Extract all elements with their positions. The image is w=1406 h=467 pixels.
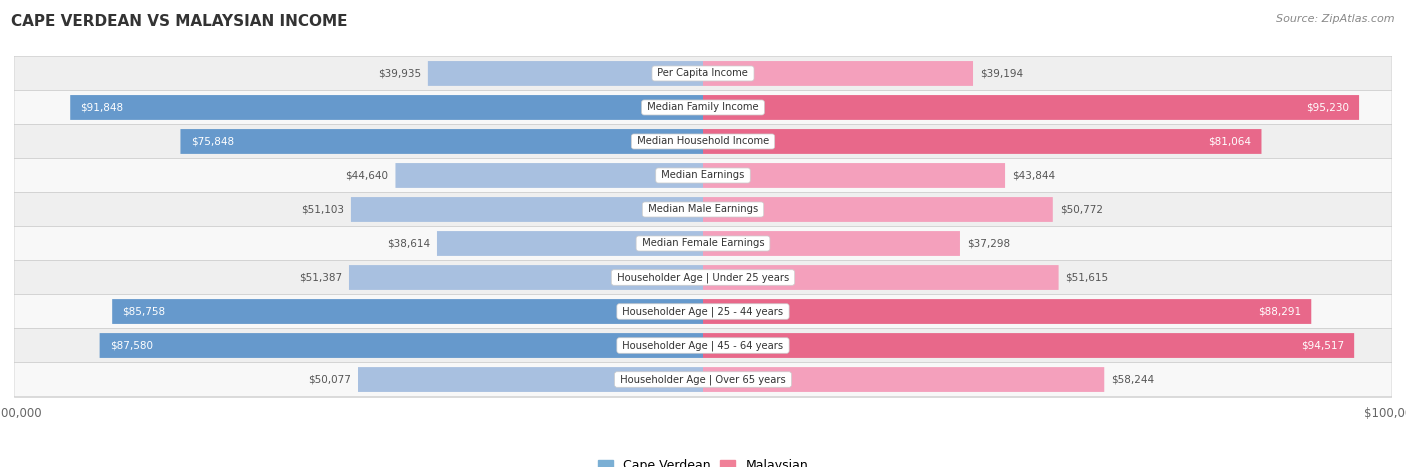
Text: Householder Age | 25 - 44 years: Householder Age | 25 - 44 years <box>620 306 786 317</box>
Text: $39,194: $39,194 <box>980 69 1024 78</box>
Text: Householder Age | Over 65 years: Householder Age | Over 65 years <box>617 374 789 385</box>
Text: $94,517: $94,517 <box>1301 340 1344 351</box>
Text: Source: ZipAtlas.com: Source: ZipAtlas.com <box>1277 14 1395 24</box>
Text: $43,844: $43,844 <box>1012 170 1054 180</box>
FancyBboxPatch shape <box>180 129 703 154</box>
FancyBboxPatch shape <box>703 95 1360 120</box>
Text: $88,291: $88,291 <box>1258 306 1301 317</box>
FancyBboxPatch shape <box>703 129 1261 154</box>
Text: $38,614: $38,614 <box>387 239 430 248</box>
Legend: Cape Verdean, Malaysian: Cape Verdean, Malaysian <box>598 460 808 467</box>
Text: $58,244: $58,244 <box>1111 375 1154 384</box>
FancyBboxPatch shape <box>14 328 1392 362</box>
FancyBboxPatch shape <box>395 163 703 188</box>
FancyBboxPatch shape <box>359 367 703 392</box>
Text: Per Capita Income: Per Capita Income <box>655 69 751 78</box>
FancyBboxPatch shape <box>703 333 1354 358</box>
Text: Median Female Earnings: Median Female Earnings <box>638 239 768 248</box>
Text: $51,615: $51,615 <box>1066 273 1108 283</box>
Text: $51,103: $51,103 <box>301 205 344 214</box>
FancyBboxPatch shape <box>437 231 703 256</box>
Text: $81,064: $81,064 <box>1208 136 1251 147</box>
Text: $75,848: $75,848 <box>191 136 233 147</box>
Text: $95,230: $95,230 <box>1306 102 1348 113</box>
Text: $44,640: $44,640 <box>346 170 388 180</box>
Text: $91,848: $91,848 <box>80 102 124 113</box>
Text: Median Family Income: Median Family Income <box>644 102 762 113</box>
Text: CAPE VERDEAN VS MALAYSIAN INCOME: CAPE VERDEAN VS MALAYSIAN INCOME <box>11 14 347 29</box>
Text: $39,935: $39,935 <box>378 69 420 78</box>
FancyBboxPatch shape <box>703 265 1059 290</box>
Text: Median Earnings: Median Earnings <box>658 170 748 180</box>
FancyBboxPatch shape <box>352 197 703 222</box>
Text: $37,298: $37,298 <box>967 239 1010 248</box>
Text: Householder Age | Under 25 years: Householder Age | Under 25 years <box>614 272 792 283</box>
Text: $50,077: $50,077 <box>308 375 352 384</box>
FancyBboxPatch shape <box>14 57 1392 91</box>
FancyBboxPatch shape <box>703 231 960 256</box>
FancyBboxPatch shape <box>703 367 1104 392</box>
Text: $87,580: $87,580 <box>110 340 153 351</box>
Text: Median Male Earnings: Median Male Earnings <box>645 205 761 214</box>
FancyBboxPatch shape <box>703 299 1312 324</box>
FancyBboxPatch shape <box>703 197 1053 222</box>
Text: $50,772: $50,772 <box>1060 205 1102 214</box>
Text: $85,758: $85,758 <box>122 306 166 317</box>
FancyBboxPatch shape <box>349 265 703 290</box>
FancyBboxPatch shape <box>14 192 1392 226</box>
FancyBboxPatch shape <box>14 158 1392 192</box>
FancyBboxPatch shape <box>14 295 1392 328</box>
FancyBboxPatch shape <box>100 333 703 358</box>
Text: Median Household Income: Median Household Income <box>634 136 772 147</box>
FancyBboxPatch shape <box>14 125 1392 158</box>
FancyBboxPatch shape <box>70 95 703 120</box>
FancyBboxPatch shape <box>112 299 703 324</box>
FancyBboxPatch shape <box>427 61 703 86</box>
FancyBboxPatch shape <box>14 91 1392 125</box>
FancyBboxPatch shape <box>703 61 973 86</box>
Text: $51,387: $51,387 <box>299 273 342 283</box>
FancyBboxPatch shape <box>14 226 1392 261</box>
FancyBboxPatch shape <box>14 261 1392 295</box>
FancyBboxPatch shape <box>14 362 1392 396</box>
FancyBboxPatch shape <box>703 163 1005 188</box>
Text: Householder Age | 45 - 64 years: Householder Age | 45 - 64 years <box>620 340 786 351</box>
